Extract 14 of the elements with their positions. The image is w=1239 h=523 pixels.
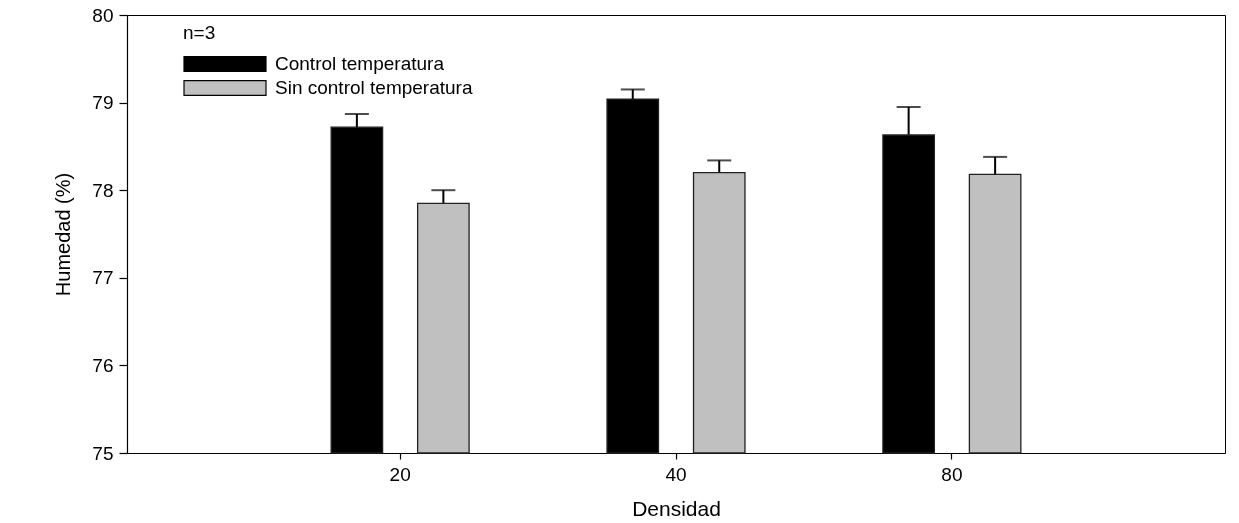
y-tick-label: 79 (92, 92, 114, 114)
y-tick-label: 78 (92, 179, 114, 201)
y-tick-label: 76 (92, 354, 114, 376)
y-axis-title: Humedad (%) (52, 172, 75, 297)
legend-label: Sin control temperatura (275, 77, 473, 98)
x-tick-label: 80 (941, 463, 963, 485)
y-tick-label: 77 (92, 267, 114, 289)
x-tick-label: 20 (389, 463, 411, 485)
x-axis-title: Densidad (632, 496, 721, 520)
y-tick-label: 80 (92, 4, 114, 26)
legend-label: Control temperatura (275, 53, 445, 74)
annotation: n=3 (183, 22, 216, 43)
x-tick-label: 40 (665, 463, 687, 485)
y-tick-label: 75 (92, 442, 114, 464)
